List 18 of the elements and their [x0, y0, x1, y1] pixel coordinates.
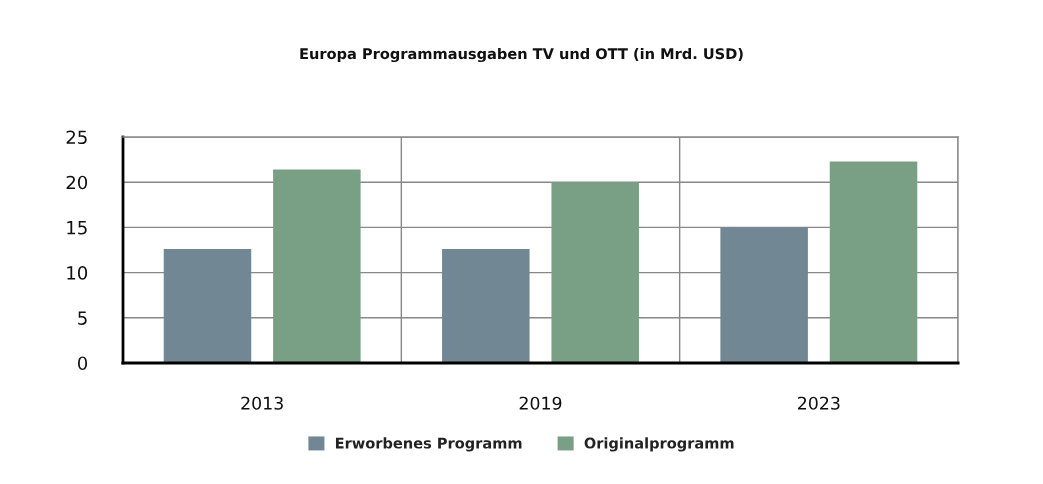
bar — [551, 182, 639, 363]
legend-label: Erworbenes Programm — [335, 437, 522, 452]
y-tick-label: 15 — [67, 221, 87, 235]
bar — [273, 169, 361, 363]
y-tick-label: 25 — [66, 130, 87, 145]
y-tick-label: 5 — [78, 311, 87, 325]
bar — [720, 227, 808, 363]
x-tick-label: 2019 — [519, 396, 562, 410]
legend-label: Originalprogramm — [584, 437, 734, 452]
bar — [829, 161, 918, 363]
bar — [442, 249, 530, 363]
bar — [163, 249, 252, 363]
x-tick-label: 2023 — [798, 396, 840, 410]
x-tick-label: 2013 — [241, 396, 283, 410]
y-tick-label: 20 — [66, 175, 88, 190]
y-tick-label: 10 — [67, 266, 88, 280]
chart-title: Europa Programmausgaben TV und OTT (in Mrd. USD) — [300, 47, 743, 63]
y-tick-label: 0 — [77, 356, 88, 371]
